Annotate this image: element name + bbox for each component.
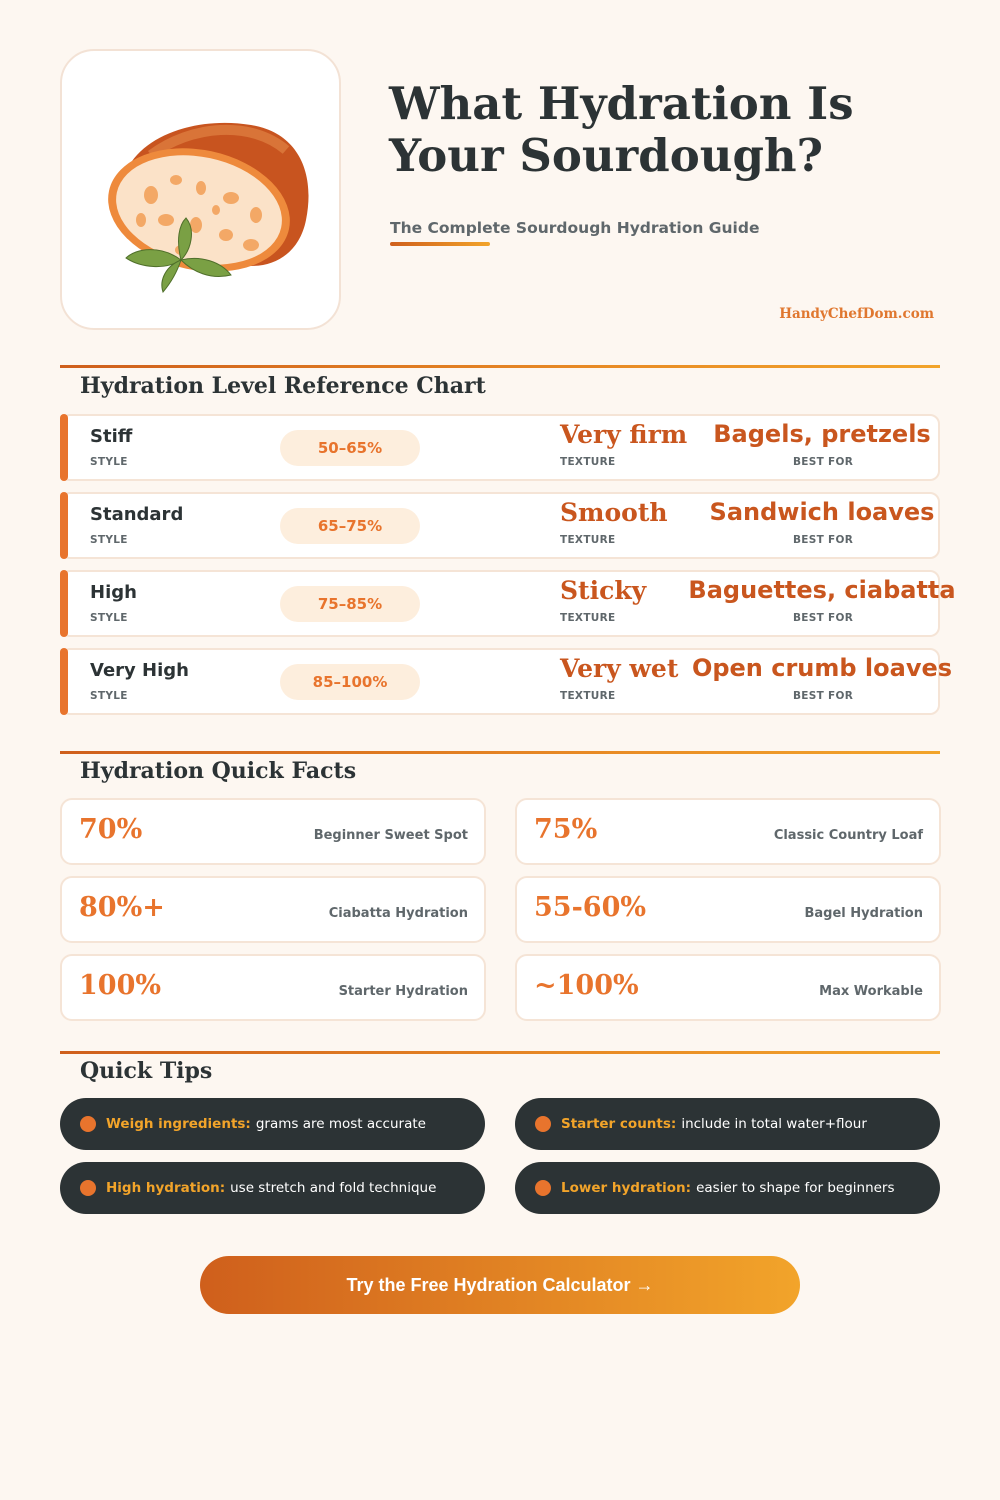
reference-chart-title: Hydration Level Reference Chart [80,373,486,399]
hydration-level-row: Stiff STYLE 50–65% Very firm TEXTURE Bag… [60,414,940,481]
fact-value: 55-60% [534,892,647,923]
best-for-caption: BEST FOR [793,612,854,624]
tip-item: High hydration: use stretch and fold tec… [60,1162,485,1214]
row-accent-bar [60,570,68,637]
best-for-value: Baguettes, ciabatta [688,576,956,604]
tip-item: Starter counts: include in total water+f… [515,1098,940,1150]
fact-card: ~100% Max Workable [515,954,941,1021]
tip-key: High hydration: [106,1180,226,1196]
bullet-dot-icon [80,1180,96,1196]
fact-value: 70% [79,814,143,845]
best-for-caption: BEST FOR [793,690,854,702]
hydration-level-row: High STYLE 75–85% Sticky TEXTURE Baguett… [60,570,956,637]
section-divider [60,751,940,754]
fact-label: Starter Hydration [338,984,468,999]
fact-value: ~100% [534,970,639,1001]
best-for-caption: BEST FOR [793,534,854,546]
tip-item: Weigh ingredients: grams are most accura… [60,1098,485,1150]
tip-text: use stretch and fold technique [230,1180,437,1196]
style-name: Very High [90,660,189,681]
fact-label: Beginner Sweet Spot [313,828,468,843]
best-for-caption: BEST FOR [793,456,854,468]
section-divider [60,365,940,368]
fact-value: 100% [79,970,162,1001]
bullet-dot-icon [80,1116,96,1132]
fact-card: 75% Classic Country Loaf [515,798,941,865]
section-divider [60,1051,940,1054]
fact-card: 100% Starter Hydration [60,954,486,1021]
bullet-dot-icon [535,1116,551,1132]
tip-text: grams are most accurate [255,1116,426,1132]
fact-value: 75% [534,814,598,845]
fact-label: Classic Country Loaf [773,828,923,843]
tip-key: Starter counts: [561,1116,677,1132]
hydration-range-badge: 50–65% [280,430,420,466]
page-title: What Hydration Is Your Sourdough? [389,77,854,182]
fact-label: Bagel Hydration [804,906,924,921]
style-name: Standard [90,504,184,525]
style-caption: STYLE [90,456,128,468]
fact-card: 70% Beginner Sweet Spot [60,798,486,865]
tip-text: easier to shape for beginners [696,1180,895,1196]
row-accent-bar [60,648,68,715]
tip-key: Lower hydration: [561,1180,692,1196]
fact-card: 80%+ Ciabatta Hydration [60,876,486,943]
hydration-range-badge: 75–85% [280,586,420,622]
hero-image-card [60,49,341,330]
texture-caption: TEXTURE [560,612,616,624]
texture-value: Very firm [560,420,688,449]
page-subtitle: The Complete Sourdough Hydration Guide [390,219,760,237]
fact-label: Max Workable [819,984,923,999]
brand-link[interactable]: HandyChefDom.com [779,306,934,322]
hydration-range-badge: 85–100% [280,664,420,700]
hydration-calculator-button[interactable]: Try the Free Hydration Calculator → [200,1256,800,1314]
best-for-value: Sandwich loaves [709,498,935,526]
texture-value: Smooth [560,498,668,527]
bullet-dot-icon [535,1180,551,1196]
bread-illustration-icon [107,122,309,293]
style-name: Stiff [90,426,133,447]
texture-caption: TEXTURE [560,690,616,702]
hydration-level-row: Standard STYLE 65–75% Smooth TEXTURE San… [60,492,940,559]
tip-key: Weigh ingredients: [106,1116,251,1132]
style-name: High [90,582,137,603]
fact-card: 55-60% Bagel Hydration [515,876,941,943]
quick-tips-title: Quick Tips [80,1058,213,1084]
row-accent-bar [60,492,68,559]
style-caption: STYLE [90,690,128,702]
row-accent-bar [60,414,68,481]
best-for-value: Bagels, pretzels [713,420,931,448]
best-for-value: Open crumb loaves [691,654,953,682]
fact-label: Ciabatta Hydration [328,906,468,921]
texture-caption: TEXTURE [560,534,616,546]
fact-value: 80%+ [79,892,165,923]
style-caption: STYLE [90,534,128,546]
texture-value: Very wet [560,654,679,683]
tip-text: include in total water+flour [681,1116,867,1132]
hydration-level-row: Very High STYLE 85–100% Very wet TEXTURE… [60,648,952,715]
subtitle-underline [390,242,490,246]
tip-item: Lower hydration: easier to shape for beg… [515,1162,940,1214]
texture-value: Sticky [560,576,647,605]
texture-caption: TEXTURE [560,456,616,468]
quick-facts-title: Hydration Quick Facts [80,758,357,784]
style-caption: STYLE [90,612,128,624]
hydration-range-badge: 65–75% [280,508,420,544]
